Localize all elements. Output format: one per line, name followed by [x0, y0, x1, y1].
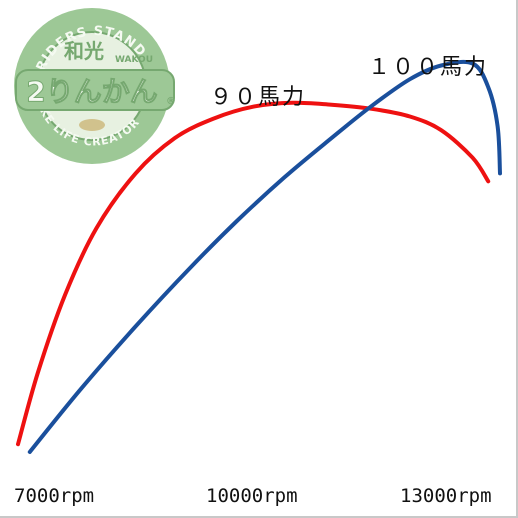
series-label-100hp: １００馬力 — [368, 55, 488, 80]
series-line-90hp — [16, 100, 491, 447]
riders-stand-logo: RIDERS STAND BIKE LIFE CREATOR 和光 WAKOU … — [14, 8, 176, 164]
series-layer — [16, 59, 502, 454]
series-label-90hp: ９０馬力 — [210, 85, 306, 110]
logo-registered-mark: ® — [166, 96, 176, 107]
logo-main-text: 2りんかん — [26, 75, 157, 108]
series-line-100hp — [27, 59, 502, 454]
x-tick-label-10000: 10000rpm — [206, 485, 298, 507]
x-tick-label-7000: 7000rpm — [14, 485, 94, 507]
logo-main-banner — [15, 69, 175, 111]
logo-brand-roman: WAKOU — [115, 55, 153, 65]
x-tick-label-13000: 13000rpm — [400, 485, 492, 507]
logo-helmet-icon — [79, 119, 105, 131]
logo-brand-kanji: 和光 — [64, 39, 104, 63]
